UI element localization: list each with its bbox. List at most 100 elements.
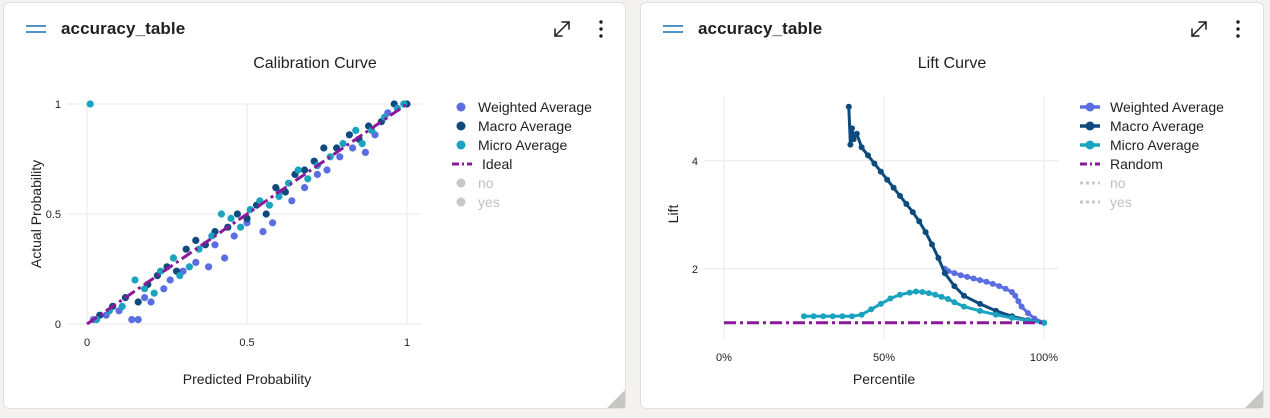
calibration-card: accuracy_table Calibration Curve Predicte… bbox=[3, 2, 626, 409]
legend-label: Macro Average bbox=[1110, 118, 1204, 134]
legend-item-ideal[interactable]: Ideal bbox=[452, 156, 512, 172]
micro-average-point bbox=[810, 313, 817, 320]
micro-average-point bbox=[1009, 314, 1015, 321]
chart-title: Lift Curve bbox=[918, 55, 987, 72]
macro-average-point bbox=[903, 201, 910, 207]
legend-label: Random bbox=[1110, 156, 1163, 172]
macro-average-point bbox=[182, 245, 190, 253]
weighted-average-series bbox=[941, 265, 1047, 326]
micro-average-point bbox=[1041, 319, 1047, 326]
macro-average-point bbox=[941, 270, 948, 277]
y-tick-label: 1 bbox=[55, 99, 61, 111]
weighted-average-series bbox=[89, 109, 392, 324]
micro-average-point bbox=[169, 254, 177, 262]
more-options-icon[interactable] bbox=[594, 17, 608, 41]
legend-item-micro-average[interactable]: Micro Average bbox=[1080, 137, 1199, 153]
lift-card: accuracy_table Lift Curve Percentile Lift 0… bbox=[640, 2, 1264, 409]
legend-item-macro-average[interactable]: Macro Average bbox=[456, 118, 573, 134]
macro-average-point bbox=[192, 236, 200, 244]
weighted-average-point bbox=[259, 228, 267, 236]
x-tick-label: 1 bbox=[404, 337, 410, 349]
legend-item-yes[interactable]: yes bbox=[1080, 194, 1132, 210]
micro-average-point bbox=[925, 290, 932, 297]
macro-average-point bbox=[935, 255, 942, 261]
expand-icon[interactable] bbox=[550, 17, 574, 41]
micro-average-point bbox=[919, 289, 926, 295]
weighted-average-point bbox=[134, 316, 142, 324]
weighted-average-point bbox=[361, 148, 369, 156]
expand-icon[interactable] bbox=[1187, 17, 1211, 41]
macro-average-point bbox=[849, 125, 855, 132]
macro-average-line bbox=[847, 106, 1045, 325]
weighted-average-point bbox=[128, 316, 136, 324]
micro-average-point bbox=[217, 210, 225, 218]
macro-average-point bbox=[853, 130, 860, 137]
macro-average-point bbox=[301, 166, 309, 174]
card-header: accuracy_table bbox=[4, 3, 625, 55]
micro-average-point bbox=[150, 289, 158, 297]
micro-average-point bbox=[977, 307, 983, 314]
micro-average-point bbox=[195, 245, 203, 253]
x-tick-label: 0.5 bbox=[239, 337, 254, 349]
weighted-average-point bbox=[192, 258, 200, 266]
legend-label: yes bbox=[478, 194, 500, 210]
legend-item-no[interactable]: no bbox=[1080, 175, 1126, 191]
weighted-average-point bbox=[160, 285, 168, 293]
macro-average-point bbox=[850, 136, 857, 143]
weighted-average-point bbox=[977, 277, 983, 284]
legend-item-macro-average[interactable]: Macro Average bbox=[1080, 118, 1204, 134]
macro-average-point bbox=[845, 103, 852, 110]
micro-average-point bbox=[185, 263, 193, 271]
micro-average-point bbox=[877, 300, 884, 307]
weighted-average-point bbox=[970, 275, 977, 282]
micro-average-point bbox=[801, 313, 807, 320]
y-tick-label: 2 bbox=[692, 264, 698, 276]
macro-average-point bbox=[877, 168, 884, 175]
weighted-average-point bbox=[1018, 303, 1025, 310]
x-tick-label: 100% bbox=[1030, 352, 1058, 364]
micro-average-line bbox=[804, 290, 1045, 325]
macro-average-point bbox=[884, 176, 891, 183]
card-header: accuracy_table bbox=[641, 3, 1263, 55]
drag-handle-icon[interactable] bbox=[25, 22, 47, 36]
legend-label: no bbox=[478, 175, 494, 191]
legend-marker bbox=[456, 121, 466, 131]
legend-marker bbox=[1085, 102, 1095, 112]
legend-label: Micro Average bbox=[478, 137, 567, 153]
micro-average-point bbox=[358, 140, 366, 148]
weighted-average-point bbox=[336, 153, 344, 161]
lift-chart: Lift Curve Percentile Lift 0% 50% 100% 2 4 Weigh… bbox=[665, 55, 1224, 387]
legend-item-weighted-average[interactable]: Weighted Average bbox=[456, 99, 593, 115]
legend-marker bbox=[456, 102, 466, 112]
legend-label: Ideal bbox=[482, 156, 512, 172]
micro-average-point bbox=[849, 313, 855, 320]
legend-item-micro-average[interactable]: Micro Average bbox=[456, 137, 568, 153]
macro-average-point bbox=[916, 218, 923, 225]
macro-average-point bbox=[320, 144, 328, 152]
macro-average-point bbox=[233, 210, 241, 218]
micro-average-point bbox=[932, 291, 939, 298]
micro-average-point bbox=[858, 311, 865, 318]
y-tick-label: 4 bbox=[692, 156, 698, 168]
resize-handle[interactable] bbox=[1243, 388, 1263, 408]
micro-average-point bbox=[208, 232, 216, 240]
legend-item-weighted-average[interactable]: Weighted Average bbox=[1080, 99, 1224, 115]
more-options-icon[interactable] bbox=[1231, 17, 1245, 41]
micro-average-point bbox=[381, 113, 389, 121]
legend-item-no[interactable]: no bbox=[456, 175, 494, 191]
weighted-average-point bbox=[288, 197, 296, 205]
weighted-average-point bbox=[301, 184, 309, 192]
micro-average-point bbox=[275, 192, 283, 200]
legend-item-random[interactable]: Random bbox=[1080, 156, 1163, 172]
card-title: accuracy_table bbox=[698, 19, 823, 38]
micro-average-point bbox=[839, 313, 846, 320]
micro-average-point bbox=[118, 302, 126, 310]
micro-average-point bbox=[938, 293, 945, 300]
macro-average-point bbox=[897, 192, 903, 199]
legend-item-yes[interactable]: yes bbox=[456, 194, 500, 210]
micro-average-point bbox=[868, 306, 875, 313]
legend-marker bbox=[456, 178, 466, 188]
drag-handle-icon[interactable] bbox=[662, 22, 684, 36]
resize-handle[interactable] bbox=[605, 388, 625, 408]
x-tick-label: 0 bbox=[84, 337, 90, 349]
